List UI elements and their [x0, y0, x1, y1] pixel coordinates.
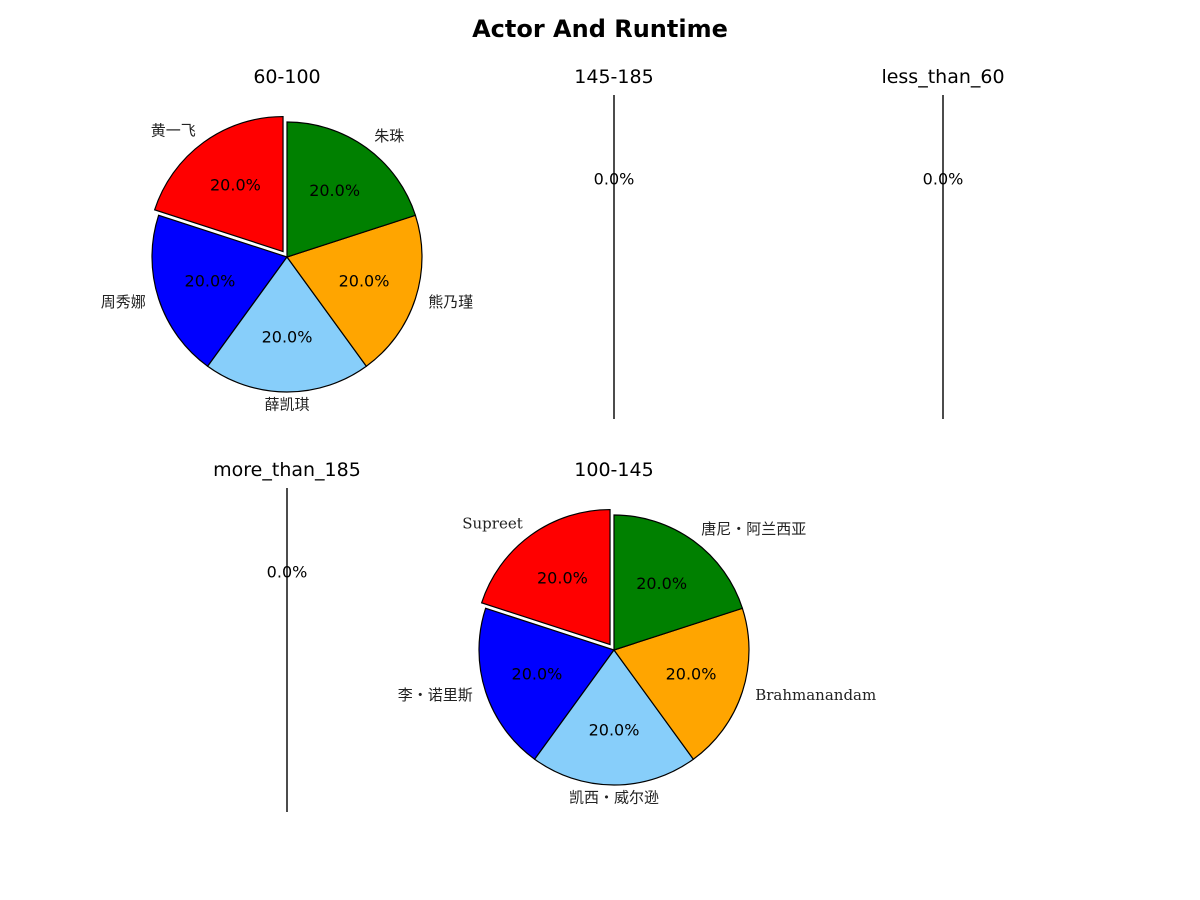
figure-title: Actor And Runtime [472, 15, 728, 43]
pct-label: 20.0% [262, 328, 313, 347]
empty-pie-chart: 0.0% [923, 95, 964, 419]
pie-slice-唐尼-阿兰西亚 [613, 514, 744, 651]
category-label: 黄一飞 [151, 121, 196, 139]
empty-pie-chart: 0.0% [267, 488, 308, 812]
empty-pie-chart: 0.0% [594, 95, 635, 419]
pct-label: 0.0% [594, 170, 635, 189]
pct-label: 20.0% [537, 569, 588, 588]
pie-slice-薛凯琪 [206, 255, 368, 393]
category-label: Supreet [462, 514, 523, 532]
category-label: 李・诺里斯 [398, 686, 473, 704]
category-label: 周秀娜 [101, 293, 146, 311]
pct-label: 20.0% [666, 665, 717, 684]
pie-slice-黄一飞 [153, 115, 284, 253]
pct-label: 0.0% [267, 563, 308, 582]
pie-slice-brahmanandam [613, 607, 750, 761]
pie-chart: 20.0% 黄一飞 20.0% 周秀娜 20.0% 薛凯琪 20.0% 熊乃瑾 20.0% 朱珠 [101, 115, 473, 414]
subplot-more-than-185: more_than_185 0.0% [213, 459, 361, 812]
subplot-title: 60-100 [253, 66, 320, 88]
subplot-title: 145-185 [574, 66, 653, 88]
pct-label: 20.0% [636, 574, 687, 593]
pie-slice-朱珠 [286, 121, 417, 258]
pct-label: 20.0% [512, 665, 563, 684]
pct-label: 20.0% [589, 721, 640, 740]
category-label: 熊乃瑾 [428, 293, 473, 311]
subplot-less-than-60: less_than_60 0.0% [881, 66, 1005, 419]
pie-slice-周秀娜 [151, 214, 288, 368]
subplot-title: 100-145 [574, 459, 653, 481]
subplot-100-145: 100-145 20.0% Supreet 20.0% 李・诺里斯 20.0% 凯西・威尔… [398, 459, 876, 807]
pie-slice-熊乃瑾 [286, 214, 423, 368]
category-label: 朱珠 [374, 127, 404, 145]
subplot-title: more_than_185 [213, 459, 361, 481]
subplot-60-100: 60-100 20.0%黄一飞20.0%周秀娜20.0%薛凯琪20.0%熊乃瑾2… [101, 66, 473, 414]
category-label: 唐尼・阿兰西亚 [701, 520, 806, 538]
pie-slice-supreet [480, 508, 611, 646]
pct-label: 0.0% [923, 170, 964, 189]
subplot-145-185: 145-185 0.0% [574, 66, 654, 419]
subplot-title: less_than_60 [881, 66, 1004, 88]
pie-slice-李-诺里斯 [478, 607, 615, 761]
pct-label: 20.0% [309, 181, 360, 200]
pie-chart: 20.0% Supreet 20.0% 李・诺里斯 20.0% 凯西・威尔逊 20.0% Br… [398, 508, 876, 807]
pct-label: 20.0% [210, 176, 261, 195]
category-label: 薛凯琪 [264, 396, 309, 414]
category-label: Brahmanandam [755, 686, 876, 704]
category-label: 凯西・威尔逊 [569, 789, 659, 807]
pct-label: 20.0% [339, 272, 390, 291]
pie-slice-凯西-威尔逊 [533, 648, 695, 786]
pct-label: 20.0% [185, 272, 236, 291]
